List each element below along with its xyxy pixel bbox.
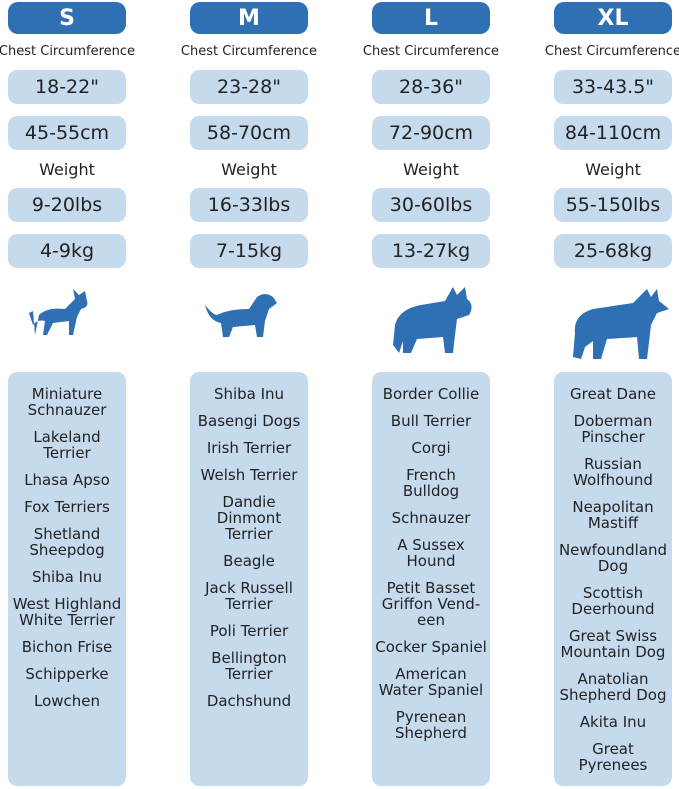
- weight-kg: 13-27kg: [372, 234, 490, 268]
- breed: Corgi: [411, 439, 451, 457]
- breed: Schnauzer: [391, 509, 471, 527]
- breed: Shetland Sheepdog: [29, 525, 105, 559]
- breed: Jack Russell Terrier: [205, 579, 293, 613]
- weight-label: Weight: [403, 160, 459, 179]
- breed: West Highland White Terrier: [12, 595, 122, 629]
- size-column: S Chest Circumference 18-22" 45-55cm Weight 9…: [0, 0, 142, 789]
- breed: Dachshund: [206, 692, 292, 710]
- chest-inches: 23-28": [190, 70, 308, 104]
- chest-inches: 28-36": [372, 70, 490, 104]
- breed: Basengi Dogs: [197, 412, 301, 430]
- size-column: XL Chest Circumference 33-43.5" 84-110cm Wei…: [538, 0, 679, 789]
- breed: Great Swiss Mountain Dog: [560, 627, 666, 661]
- chest-cm: 45-55cm: [8, 116, 126, 150]
- size-label: XL: [554, 2, 672, 34]
- breed: American Water Spaniel: [378, 665, 484, 699]
- breed: Irish Terrier: [206, 439, 292, 457]
- breed: Cocker Spaniel: [375, 638, 487, 656]
- chest-label: Chest Circumference: [180, 44, 318, 59]
- breed: Beagle: [223, 552, 275, 570]
- weight-label: Weight: [39, 160, 95, 179]
- breed: Lhasa Apso: [24, 471, 110, 489]
- size-label: S: [8, 2, 126, 34]
- breed: Schipperke: [25, 665, 109, 683]
- weight-lbs: 16-33lbs: [190, 188, 308, 222]
- weight-kg: 4-9kg: [8, 234, 126, 268]
- breed: Dandie Dinmont Terrier: [216, 493, 282, 543]
- size-column: L Chest Circumference 28-36" 72-90cm Weight 3…: [356, 0, 506, 789]
- weight-lbs: 55-150lbs: [554, 188, 672, 222]
- chest-label: Chest Circumference: [544, 44, 679, 59]
- weight-lbs: 30-60lbs: [372, 188, 490, 222]
- breed: Bull Terrier: [390, 412, 472, 430]
- breed: Shiba Inu: [31, 568, 103, 586]
- breed: Poli Terrier: [209, 622, 289, 640]
- dog-icon: [29, 289, 88, 335]
- breed-list: Great Dane Doberman Pinscher Russian Wolfh…: [554, 372, 672, 786]
- weight-kg: 7-15kg: [190, 234, 308, 268]
- breed: Pyrenean Shepherd: [395, 708, 467, 742]
- breed: Bellington Terrier: [211, 649, 287, 683]
- chest-cm: 58-70cm: [190, 116, 308, 150]
- weight-kg: 25-68kg: [554, 234, 672, 268]
- breed: Petit Basset Griffon Vend- een: [381, 579, 481, 629]
- chest-inches: 33-43.5": [554, 70, 672, 104]
- breed: Akita Inu: [579, 713, 647, 731]
- breed: Russian Wolfhound: [573, 455, 653, 489]
- dog-icon: [393, 287, 472, 353]
- breed-list: Border Collie Bull Terrier Corgi French Bul…: [372, 372, 490, 786]
- size-label: L: [372, 2, 490, 34]
- breed: Welsh Terrier: [200, 466, 298, 484]
- chest-cm: 84-110cm: [554, 116, 672, 150]
- breed: Scottish Deerhound: [571, 584, 655, 618]
- breed: Border Collie: [382, 385, 480, 403]
- breed: A Sussex Hound: [397, 536, 465, 570]
- weight-lbs: 9-20lbs: [8, 188, 126, 222]
- breed: Doberman Pinscher: [573, 412, 653, 446]
- size-label: M: [190, 2, 308, 34]
- breed: Great Pyrenees: [578, 740, 648, 774]
- breed-list: Miniature Schnauzer Lakeland Terrier Lhasa…: [8, 372, 126, 786]
- breed: Lakeland Terrier: [33, 428, 101, 462]
- weight-label: Weight: [585, 160, 641, 179]
- breed: Bichon Frise: [21, 638, 113, 656]
- chest-inches: 18-22": [8, 70, 126, 104]
- dog-icon: [573, 289, 669, 359]
- breed-list: Shiba Inu Basengi Dogs Irish Terrier Welsh …: [190, 372, 308, 786]
- chest-cm: 72-90cm: [372, 116, 490, 150]
- breed: French Bulldog: [402, 466, 460, 500]
- breed: Great Dane: [569, 385, 656, 403]
- breed: Anatolian Shepherd Dog: [559, 670, 667, 704]
- chest-label: Chest Circumference: [0, 44, 136, 59]
- breed: Neapolitan Mastiff: [572, 498, 654, 532]
- chest-label: Chest Circumference: [362, 44, 500, 59]
- breed: Newfoundland Dog: [558, 541, 668, 575]
- dog-icon: [205, 294, 277, 337]
- breed: Shiba Inu: [213, 385, 285, 403]
- breed: Lowchen: [33, 692, 101, 710]
- weight-label: Weight: [221, 160, 277, 179]
- size-column: M Chest Circumference 23-28" 58-70cm Weight 1…: [174, 0, 324, 789]
- breed: Fox Terriers: [24, 498, 110, 516]
- breed: Miniature Schnauzer: [27, 385, 107, 419]
